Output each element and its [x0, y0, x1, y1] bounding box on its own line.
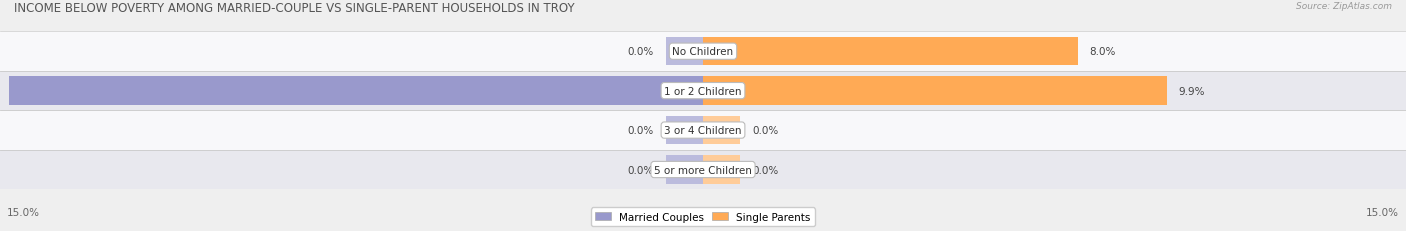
Bar: [0, 150, 1406, 189]
Text: 5 or more Children: 5 or more Children: [654, 165, 752, 175]
Legend: Married Couples, Single Parents: Married Couples, Single Parents: [591, 208, 815, 226]
Bar: [665, 156, 703, 184]
Text: 0.0%: 0.0%: [752, 165, 779, 175]
Text: 15.0%: 15.0%: [7, 207, 39, 218]
Text: 0.0%: 0.0%: [627, 165, 654, 175]
Text: 15.0%: 15.0%: [1367, 207, 1399, 218]
Text: 3 or 4 Children: 3 or 4 Children: [664, 125, 742, 136]
Text: 8.0%: 8.0%: [1090, 47, 1116, 57]
Text: INCOME BELOW POVERTY AMONG MARRIED-COUPLE VS SINGLE-PARENT HOUSEHOLDS IN TROY: INCOME BELOW POVERTY AMONG MARRIED-COUPL…: [14, 2, 575, 15]
Text: 1 or 2 Children: 1 or 2 Children: [664, 86, 742, 96]
Bar: [703, 116, 741, 145]
Text: 9.9%: 9.9%: [1178, 86, 1205, 96]
Text: No Children: No Children: [672, 47, 734, 57]
Bar: [665, 116, 703, 145]
Bar: [0, 32, 1406, 72]
Text: Source: ZipAtlas.com: Source: ZipAtlas.com: [1296, 2, 1392, 11]
Text: 0.0%: 0.0%: [627, 47, 654, 57]
Text: 0.0%: 0.0%: [627, 125, 654, 136]
Text: 0.0%: 0.0%: [752, 125, 779, 136]
Bar: [703, 38, 1078, 66]
Bar: [10, 77, 703, 105]
Bar: [0, 72, 1406, 111]
Bar: [703, 156, 741, 184]
Bar: [703, 77, 1167, 105]
Bar: [0, 111, 1406, 150]
Bar: [665, 38, 703, 66]
